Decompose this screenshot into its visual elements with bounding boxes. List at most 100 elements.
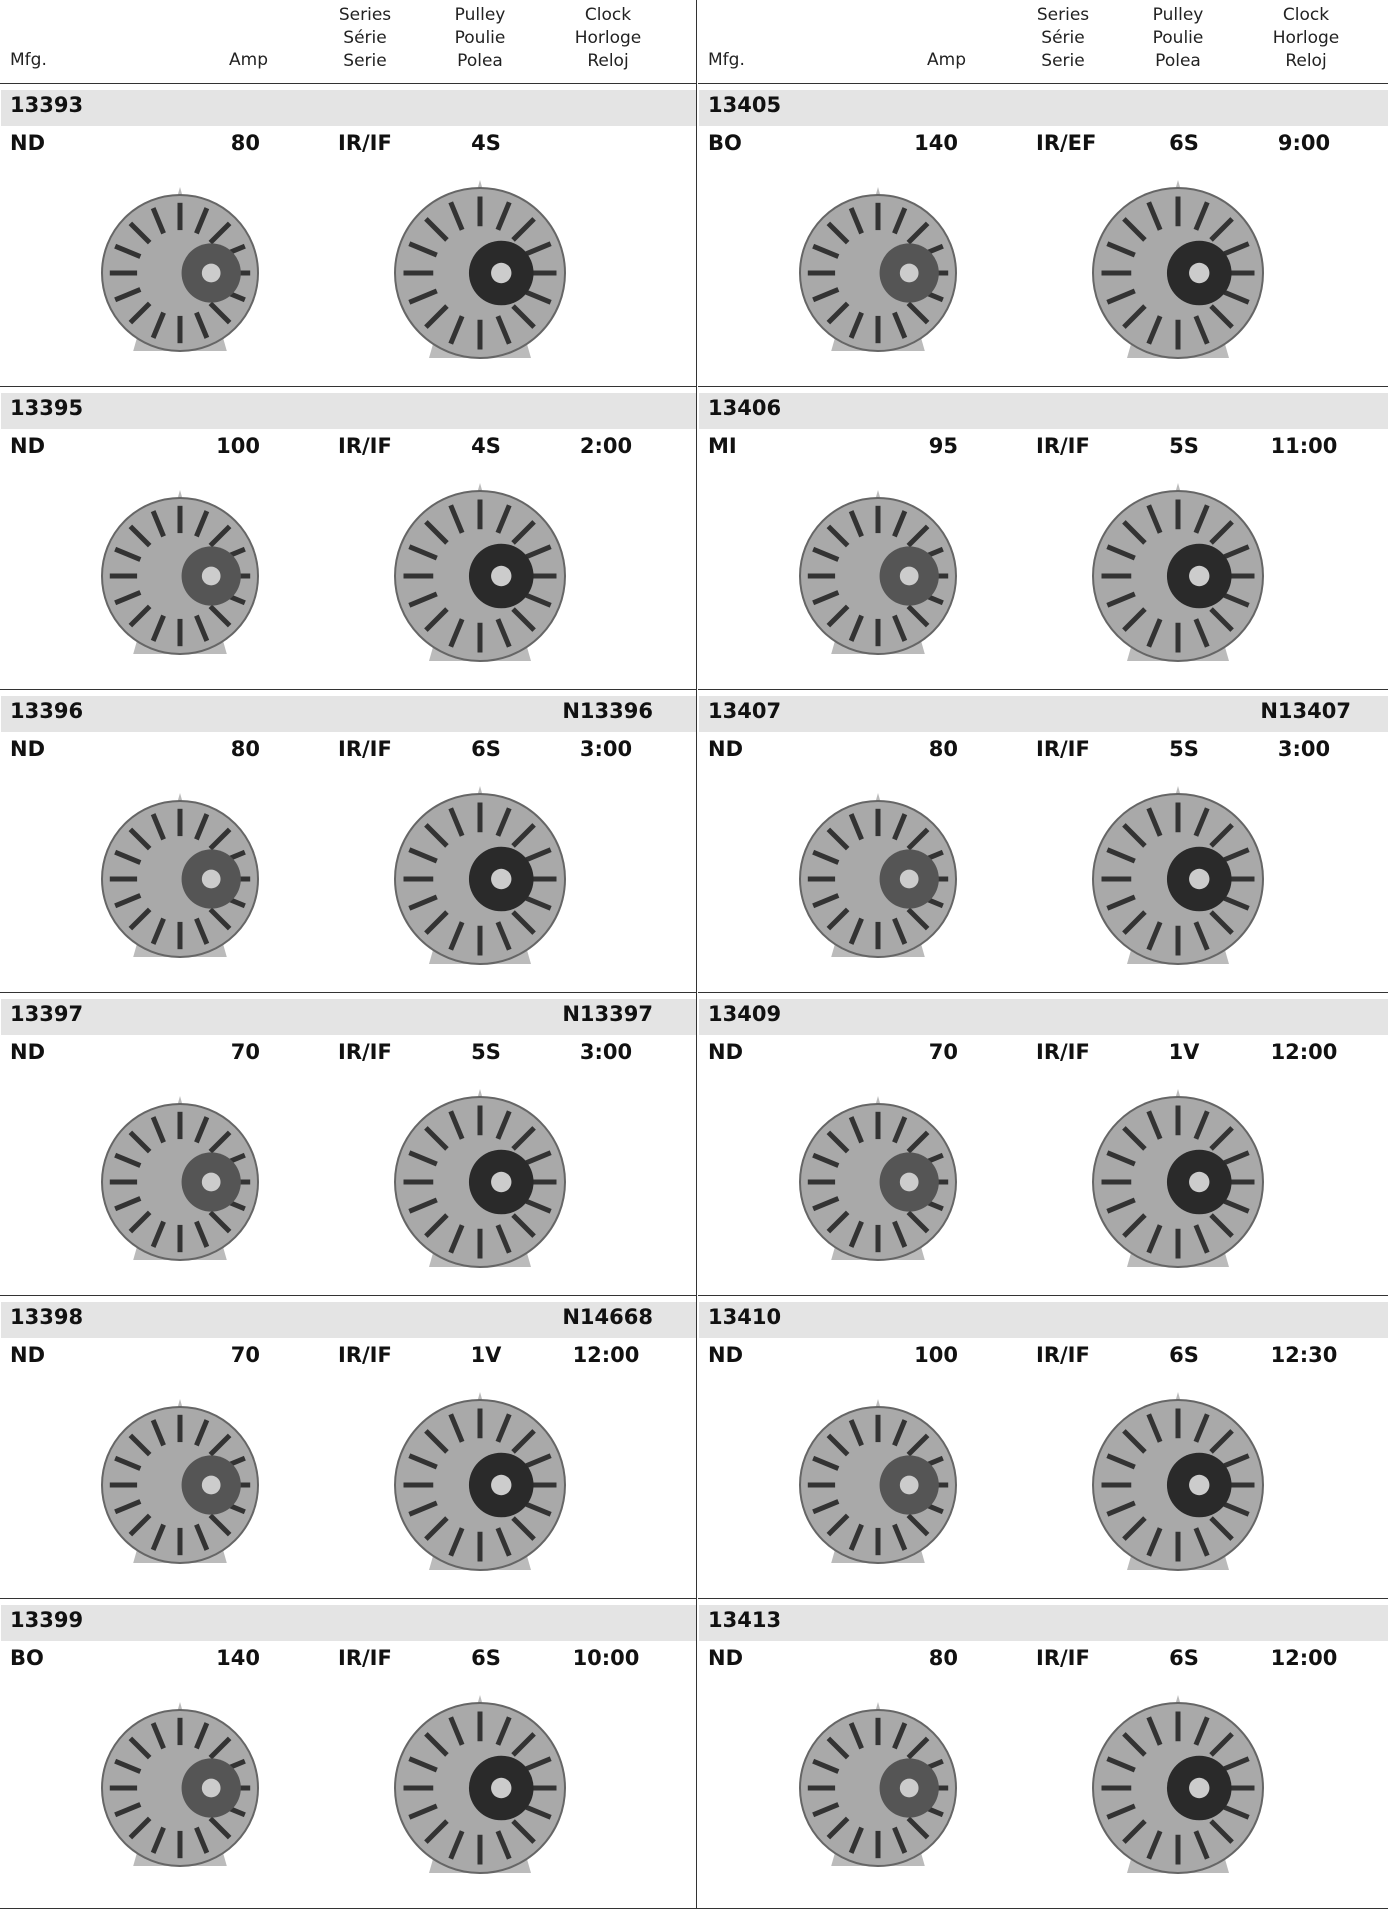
column-header: Reloj bbox=[587, 51, 629, 71]
mfg: BO bbox=[708, 131, 742, 155]
column-header: Poulie bbox=[454, 28, 506, 48]
alternator-photo bbox=[394, 786, 566, 965]
amp: 95 bbox=[928, 434, 958, 458]
alternator-photo bbox=[1092, 483, 1264, 662]
part-number: 13396 bbox=[10, 699, 84, 723]
series: IR/IF bbox=[338, 1343, 392, 1367]
alternator-photo bbox=[394, 1392, 566, 1571]
amp: 80 bbox=[928, 737, 958, 761]
row-divider bbox=[0, 386, 696, 387]
clock: 12:00 bbox=[572, 1343, 640, 1367]
alternator-photo bbox=[799, 490, 957, 655]
alternator-photo bbox=[1092, 180, 1264, 359]
column-header: Polea bbox=[457, 51, 503, 71]
column-header: Clock bbox=[1282, 5, 1330, 25]
pulley: 6S bbox=[471, 737, 501, 761]
clock: 3:00 bbox=[1277, 737, 1331, 761]
column-header: Série bbox=[343, 28, 387, 48]
alternator-photo bbox=[1092, 1695, 1264, 1874]
clock: 9:00 bbox=[1277, 131, 1331, 155]
part-bar bbox=[699, 1605, 1388, 1641]
part-number: 13409 bbox=[708, 1002, 782, 1026]
column-header: Serie bbox=[1041, 51, 1085, 71]
series: IR/IF bbox=[1036, 1646, 1090, 1670]
row-divider bbox=[698, 1295, 1388, 1296]
alternator-photo bbox=[799, 1399, 957, 1564]
series: IR/IF bbox=[1036, 1343, 1090, 1367]
pulley: 1V bbox=[1168, 1040, 1200, 1064]
column-header: Mfg. bbox=[708, 50, 745, 70]
alternator-photo bbox=[101, 490, 259, 655]
part-bar bbox=[699, 90, 1388, 126]
column-divider bbox=[696, 0, 697, 1909]
series: IR/IF bbox=[1036, 434, 1090, 458]
amp: 80 bbox=[230, 737, 260, 761]
row-divider bbox=[698, 386, 1388, 387]
pulley: 6S bbox=[1169, 1646, 1199, 1670]
mfg: MI bbox=[708, 434, 737, 458]
row-divider bbox=[0, 992, 696, 993]
column-header: Series bbox=[1036, 5, 1090, 25]
alternator-photo bbox=[799, 1096, 957, 1261]
column-header: Polea bbox=[1155, 51, 1201, 71]
column-header: Serie bbox=[343, 51, 387, 71]
clock: 12:00 bbox=[1270, 1646, 1338, 1670]
amp: 140 bbox=[914, 131, 958, 155]
part-bar bbox=[699, 999, 1388, 1035]
pulley: 5S bbox=[1169, 737, 1199, 761]
alternator-photo bbox=[101, 1702, 259, 1867]
column-header: Horloge bbox=[574, 28, 642, 48]
part-number: 13395 bbox=[10, 396, 84, 420]
part-number: 13393 bbox=[10, 93, 84, 117]
mfg: ND bbox=[708, 1040, 744, 1064]
series: IR/IF bbox=[338, 434, 392, 458]
clock: 3:00 bbox=[579, 1040, 633, 1064]
part-number: 13398 bbox=[10, 1305, 84, 1329]
clock: 12:30 bbox=[1270, 1343, 1338, 1367]
row-divider bbox=[0, 83, 696, 84]
alternator-photo bbox=[799, 187, 957, 352]
column-header: Clock bbox=[584, 5, 632, 25]
alternator-photo bbox=[101, 1096, 259, 1261]
alt-part-number: N13396 bbox=[562, 699, 653, 723]
pulley: 4S bbox=[471, 434, 501, 458]
mfg: BO bbox=[10, 1646, 44, 1670]
row-divider bbox=[698, 689, 1388, 690]
clock: 12:00 bbox=[1270, 1040, 1338, 1064]
pulley: 6S bbox=[1169, 131, 1199, 155]
column-header: Series bbox=[338, 5, 392, 25]
mfg: ND bbox=[10, 1343, 46, 1367]
amp: 70 bbox=[230, 1343, 260, 1367]
part-number: 13413 bbox=[708, 1608, 782, 1632]
clock: 11:00 bbox=[1270, 434, 1338, 458]
clock: 3:00 bbox=[579, 737, 633, 761]
alternator-photo bbox=[1092, 1089, 1264, 1268]
column-header: Amp bbox=[229, 50, 268, 70]
clock: 10:00 bbox=[572, 1646, 640, 1670]
alternator-photo bbox=[394, 483, 566, 662]
pulley: 4S bbox=[471, 131, 501, 155]
column-header: Mfg. bbox=[10, 50, 47, 70]
amp: 100 bbox=[216, 434, 260, 458]
part-bar bbox=[699, 1302, 1388, 1338]
amp: 70 bbox=[928, 1040, 958, 1064]
amp: 140 bbox=[216, 1646, 260, 1670]
alt-part-number: N13397 bbox=[562, 1002, 653, 1026]
row-divider bbox=[0, 1598, 696, 1599]
part-bar bbox=[1, 696, 696, 732]
column-header: Pulley bbox=[1152, 5, 1204, 25]
alternator-photo bbox=[799, 793, 957, 958]
alternator-photo bbox=[799, 1702, 957, 1867]
column-header: Série bbox=[1041, 28, 1085, 48]
alternator-photo bbox=[101, 1399, 259, 1564]
clock: 2:00 bbox=[579, 434, 633, 458]
part-bar bbox=[1, 393, 696, 429]
part-bar bbox=[1, 90, 696, 126]
mfg: ND bbox=[708, 737, 744, 761]
series: IR/IF bbox=[338, 1646, 392, 1670]
part-bar bbox=[1, 1302, 696, 1338]
series: IR/IF bbox=[338, 1040, 392, 1064]
alt-part-number: N14668 bbox=[562, 1305, 653, 1329]
column-header: Reloj bbox=[1285, 51, 1327, 71]
